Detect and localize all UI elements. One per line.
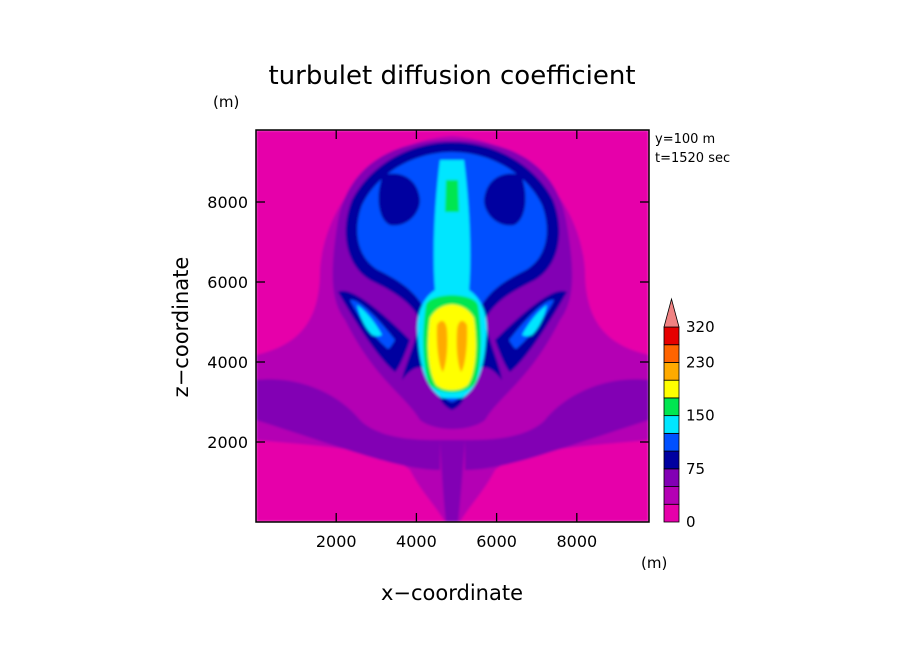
x-tick-label: 4000	[396, 532, 437, 551]
colorbar-swatch	[663, 450, 680, 470]
plot-frame	[255, 129, 650, 523]
colorbar-swatch	[663, 432, 680, 452]
contour-band-level-8	[436, 320, 468, 372]
colorbar-swatch	[663, 379, 680, 399]
colorbar-swatch	[663, 326, 680, 346]
x-tick-label: 8000	[556, 532, 597, 551]
x-axis-unit: (m)	[641, 554, 667, 572]
colorbar-swatch	[663, 468, 680, 487]
colorbar-swatch	[663, 397, 680, 417]
colorbar-extend-arrow	[663, 297, 680, 328]
contour-field	[256, 130, 649, 522]
x-axis-label: x−coordinate	[381, 581, 523, 605]
colorbar-swatch	[663, 415, 680, 434]
colorbar-tick-label: 320	[686, 318, 715, 336]
x-tick-label: 2000	[316, 532, 357, 551]
chart-title: turbulet diffusion coefficient	[268, 61, 635, 91]
y-tick-label: 4000	[207, 353, 248, 372]
annotation-y: y=100 m	[655, 132, 715, 147]
colorbar-swatch	[663, 344, 680, 363]
x-axis-ticks: 2000 4000 6000 8000	[316, 130, 597, 551]
y-axis-unit: (m)	[213, 93, 239, 111]
contour-band-level-2c	[465, 379, 649, 470]
colorbar-tick-label: 150	[686, 407, 715, 425]
contour-band-level-3-left-lobe	[378, 173, 420, 226]
colorbar-tick-label: 230	[686, 353, 715, 371]
contour-band-level-5-right-arm	[522, 305, 547, 337]
colorbar: 0 75 150 230 320	[663, 297, 715, 531]
y-axis-label: z−coordinate	[169, 257, 193, 398]
contour-band-level-2d	[440, 440, 465, 522]
y-tick-label: 6000	[207, 273, 248, 292]
y-tick-label: 8000	[207, 193, 248, 212]
contour-band-level-2b	[256, 379, 440, 470]
contour-band-level-5-left-arm	[357, 305, 382, 337]
contour-band-level-7	[428, 304, 476, 391]
y-axis-ticks: 2000 4000 6000 8000	[207, 193, 649, 452]
annotation-t: t=1520 sec	[655, 151, 730, 166]
contour-band-level-3-right-lobe	[484, 173, 526, 226]
x-tick-label: 6000	[476, 532, 517, 551]
colorbar-tick-label: 75	[686, 460, 705, 478]
colorbar-swatch	[663, 486, 680, 505]
y-tick-label: 2000	[207, 433, 248, 452]
colorbar-tick-label: 0	[686, 513, 696, 531]
colorbar-swatch	[663, 362, 680, 381]
colorbar-swatch	[663, 503, 680, 523]
